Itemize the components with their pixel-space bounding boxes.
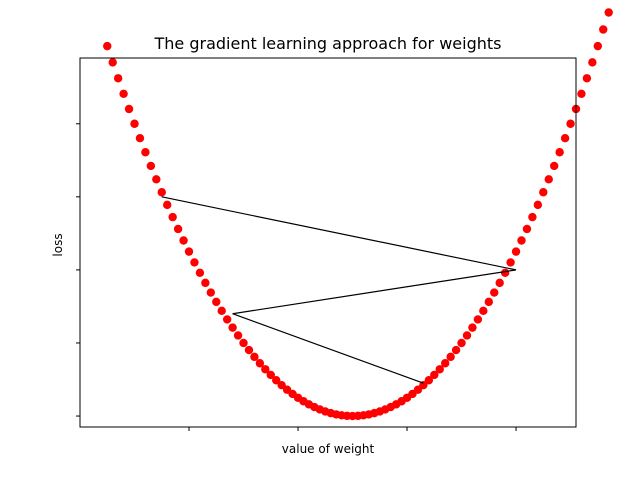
data-point — [222, 315, 232, 324]
data-point — [266, 370, 275, 380]
data-point — [604, 8, 613, 17]
y-axis-ticks — [76, 123, 80, 417]
data-point — [577, 89, 586, 99]
plot-area — [103, 8, 613, 421]
data-point — [113, 74, 123, 83]
data-point — [163, 200, 172, 210]
data-point — [500, 268, 510, 278]
data-point — [255, 359, 265, 368]
data-point — [593, 41, 602, 51]
data-point — [430, 370, 439, 380]
data-point — [217, 306, 226, 316]
data-point — [528, 212, 537, 222]
data-point — [533, 200, 543, 210]
data-point — [419, 380, 428, 390]
data-point — [435, 365, 444, 374]
descent-step-line — [232, 269, 517, 315]
x-axis-ticks — [188, 427, 517, 431]
data-point — [451, 345, 461, 355]
data-point — [473, 315, 483, 324]
data-point — [206, 288, 216, 297]
chart-title: The gradient learning approach for weigh… — [153, 34, 501, 53]
data-point — [517, 236, 526, 245]
data-point — [490, 288, 499, 297]
y-axis-label: loss — [51, 233, 65, 256]
data-point — [124, 104, 134, 114]
data-point — [103, 41, 112, 51]
data-point — [152, 175, 161, 184]
data-point — [511, 247, 521, 256]
data-point — [484, 297, 493, 307]
data-point — [479, 306, 488, 316]
data-point — [550, 161, 559, 171]
data-point — [560, 133, 570, 143]
data-point — [135, 133, 145, 143]
data-point — [119, 89, 128, 99]
data-point — [195, 268, 205, 278]
data-point — [141, 148, 150, 157]
data-point — [462, 331, 472, 340]
data-point — [555, 148, 564, 157]
data-point — [424, 376, 434, 385]
data-point — [582, 74, 592, 83]
data-point — [261, 365, 270, 374]
x-axis-label: value of weight — [282, 442, 375, 456]
data-point — [239, 338, 248, 348]
data-point — [184, 247, 194, 256]
data-point — [130, 119, 139, 128]
data-point — [201, 278, 210, 288]
data-point — [506, 258, 515, 267]
data-point — [566, 119, 575, 128]
data-point — [173, 224, 183, 234]
data-point — [168, 212, 177, 222]
data-point — [599, 25, 608, 34]
descent-step-line — [161, 196, 517, 271]
data-point — [108, 58, 117, 67]
data-point — [190, 258, 199, 267]
data-point — [457, 338, 466, 348]
descent-step-line — [232, 313, 424, 384]
data-point — [495, 278, 504, 288]
data-point — [588, 58, 597, 67]
data-point — [233, 331, 243, 340]
data-point — [146, 161, 156, 171]
data-point — [250, 352, 259, 362]
data-point — [539, 188, 548, 197]
data-point — [244, 345, 254, 355]
data-point — [544, 175, 553, 184]
data-point — [272, 376, 281, 385]
data-point — [179, 236, 188, 245]
data-point — [468, 323, 477, 332]
data-point — [212, 297, 221, 307]
data-point — [446, 352, 455, 362]
data-point — [440, 359, 450, 368]
data-point — [522, 224, 532, 234]
data-point — [228, 323, 237, 332]
data-point — [157, 188, 166, 197]
plot-frame — [79, 57, 577, 428]
